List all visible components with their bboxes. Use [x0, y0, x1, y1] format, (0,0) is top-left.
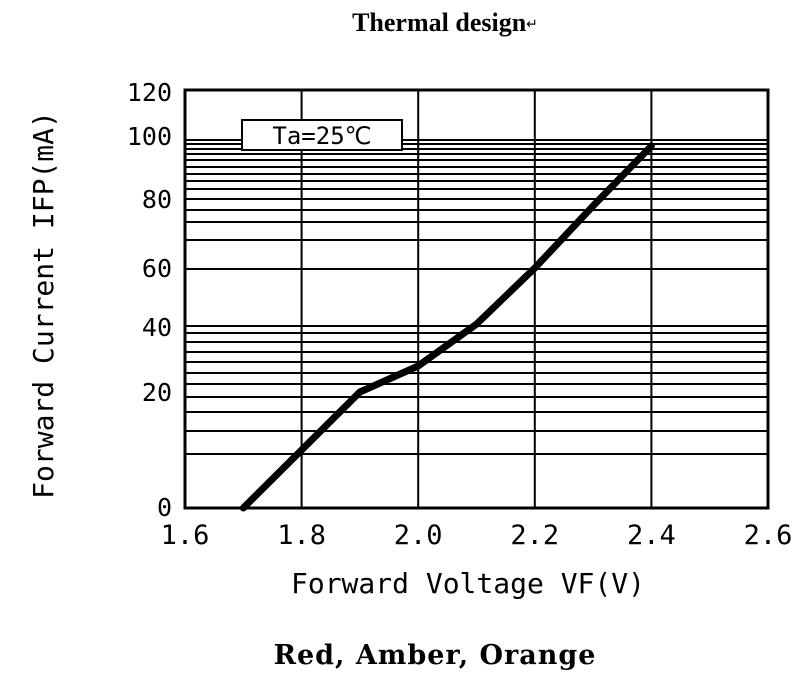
- page-title: Thermal design↵: [0, 8, 800, 38]
- y-tick-label: 80: [142, 185, 172, 214]
- y-tick-label: 120: [127, 78, 172, 107]
- y-tick-label: 20: [142, 378, 172, 407]
- chart-caption: Red, Amber, Orange: [273, 640, 597, 671]
- x-axis-title: Forward Voltage VF(V): [291, 567, 645, 600]
- x-tick-label: 2.6: [744, 520, 793, 551]
- annotation-label: Ta=25℃: [272, 122, 371, 150]
- annotation-box: [241, 119, 403, 151]
- x-tick-label: 1.8: [277, 520, 326, 551]
- x-tick-label: 2.2: [510, 520, 559, 551]
- x-tick-label: 2.0: [394, 520, 443, 551]
- y-tick-label: 40: [142, 313, 172, 342]
- y-tick-label: 0: [157, 493, 172, 522]
- x-tick-label: 1.6: [161, 520, 210, 551]
- x-tick-label: 2.4: [627, 520, 676, 551]
- y-tick-label: 100: [127, 122, 172, 151]
- y-axis-title: Forward Current IFP(mA): [27, 111, 60, 499]
- title-text: Thermal design: [352, 8, 527, 37]
- y-tick-label: 60: [142, 254, 172, 283]
- plot-frame: [183, 88, 770, 510]
- return-mark-icon: ↵: [526, 17, 538, 33]
- chart: Ta=25℃ 0 20 40 60 80 100 120 1.6 1.8 2.0 2.2 2.4 2.6 F…: [27, 78, 793, 600]
- series-line: [239, 142, 655, 512]
